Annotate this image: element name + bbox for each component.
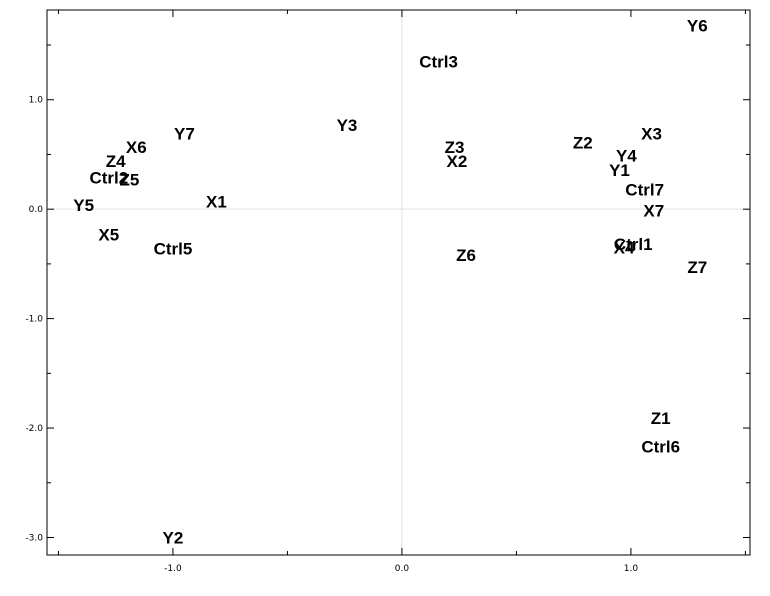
point-label-y6: Y6 xyxy=(687,16,708,35)
point-label-x2: X2 xyxy=(446,152,467,171)
point-label-ctrl1: Ctrl1 xyxy=(614,235,653,254)
point-label-z3: Z3 xyxy=(445,138,465,157)
point-label-x7: X7 xyxy=(643,201,664,220)
y-tick-label: 1.0 xyxy=(29,96,44,106)
point-label-ctrl2: Ctrl2 xyxy=(89,168,128,187)
point-label-z6: Z6 xyxy=(456,246,476,265)
x-tick-label: 1.0 xyxy=(624,564,639,574)
point-label-z5: Z5 xyxy=(120,171,140,190)
x-tick-label: 0.0 xyxy=(395,564,410,574)
point-label-y7: Y7 xyxy=(174,125,195,144)
point-label-z2: Z2 xyxy=(573,133,593,152)
point-label-x5: X5 xyxy=(98,225,119,244)
point-label-y2: Y2 xyxy=(163,528,184,547)
point-label-y1: Y1 xyxy=(609,161,630,180)
y-tick-label: 0.0 xyxy=(29,205,44,215)
axis-ticks xyxy=(47,10,750,555)
point-label-z7: Z7 xyxy=(687,258,707,277)
point-label-ctrl5: Ctrl5 xyxy=(154,240,193,259)
point-label-y3: Y3 xyxy=(337,116,358,135)
x-tick-label: -1.0 xyxy=(164,564,182,574)
point-label-x6: X6 xyxy=(126,138,147,157)
point-label-ctrl7: Ctrl7 xyxy=(625,180,664,199)
y-tick-label: -1.0 xyxy=(25,315,43,325)
point-label-ctrl6: Ctrl6 xyxy=(641,438,680,457)
point-label-x4: X4 xyxy=(614,238,635,257)
point-label-x1: X1 xyxy=(206,193,227,212)
y-tick-label: -2.0 xyxy=(25,424,43,434)
point-label-z1: Z1 xyxy=(651,409,671,428)
point-label-z4: Z4 xyxy=(106,152,126,171)
axis-tick-labels: -1.0 0.0 1.0 1.0 0.0 -1.0 -2.0 -3.0 xyxy=(25,96,638,574)
point-label-y5: Y5 xyxy=(73,196,94,215)
point-label-ctrl3: Ctrl3 xyxy=(419,52,458,71)
point-label-x3: X3 xyxy=(641,125,662,144)
y-tick-label: -3.0 xyxy=(25,533,43,543)
point-label-y4: Y4 xyxy=(616,147,637,166)
plot-area xyxy=(46,9,751,556)
